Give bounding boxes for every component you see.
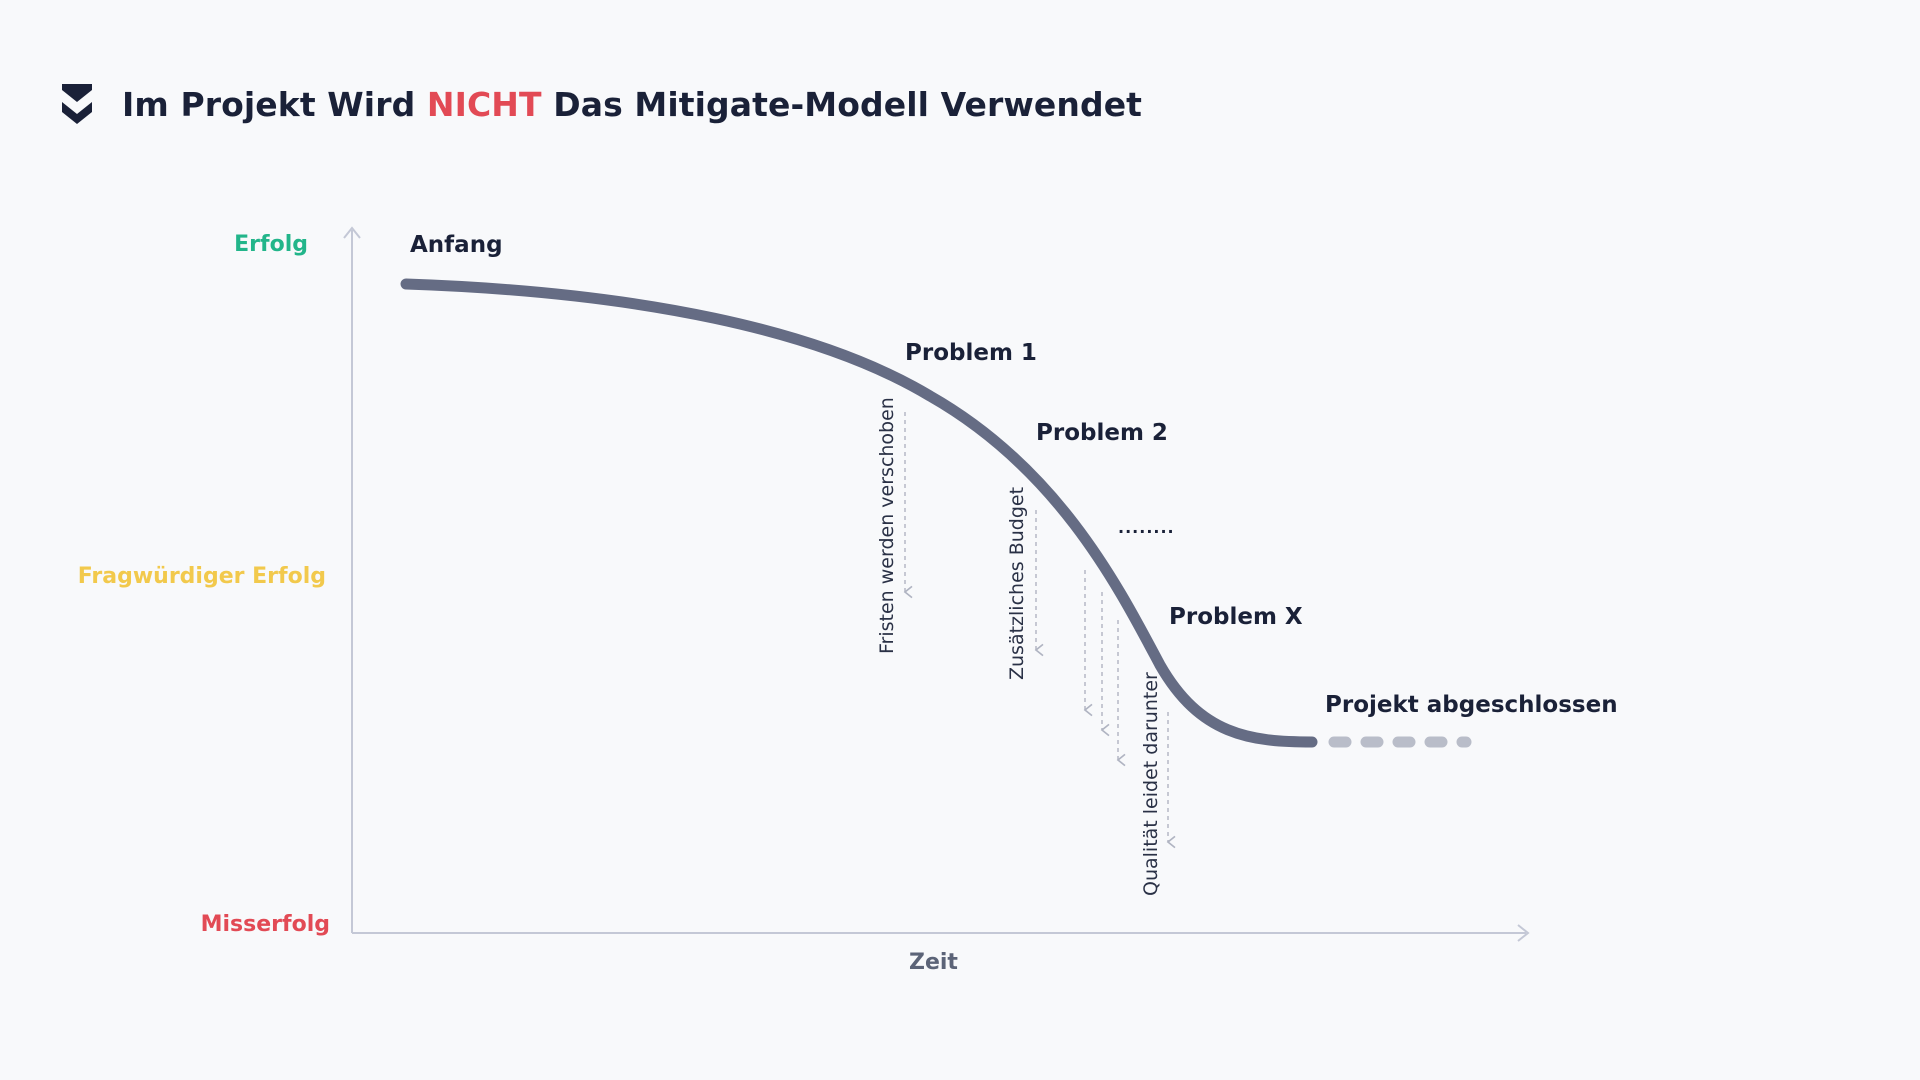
title-after: Das Mitigate-Modell Verwendet <box>541 84 1143 124</box>
label-problem-x: Problem X <box>1169 604 1303 630</box>
label-problem-2: Problem 2 <box>1036 420 1168 446</box>
y-axis <box>343 226 361 933</box>
title-accent: NICHT <box>426 84 542 124</box>
header: Im Projekt Wird NICHT Das Mitigate-Model… <box>60 82 1142 126</box>
double-chevron-down-icon <box>62 84 92 124</box>
title-before: Im Projekt Wird <box>122 84 427 124</box>
y-label-success: Erfolg <box>234 232 308 257</box>
decline-curve <box>400 278 1318 748</box>
label-start: Anfang <box>410 232 503 258</box>
page-title: Im Projekt Wird NICHT Das Mitigate-Model… <box>122 85 1142 124</box>
y-label-failure: Misserfolg <box>200 912 330 937</box>
y-label-questionable: Fragwürdiger Erfolg <box>77 564 326 589</box>
x-axis <box>352 924 1530 942</box>
impact-arrows <box>903 412 1176 849</box>
effect-deadlines: Fristen werden verschoben <box>876 397 898 654</box>
label-problem-1: Problem 1 <box>905 340 1037 366</box>
label-ellipsis: ........ <box>1118 518 1175 537</box>
label-project-done: Projekt abgeschlossen <box>1325 692 1618 718</box>
effect-quality: Qualität leidet darunter <box>1140 672 1162 896</box>
x-axis-label: Zeit <box>909 950 958 975</box>
effect-budget: Zusätzliches Budget <box>1006 486 1028 680</box>
